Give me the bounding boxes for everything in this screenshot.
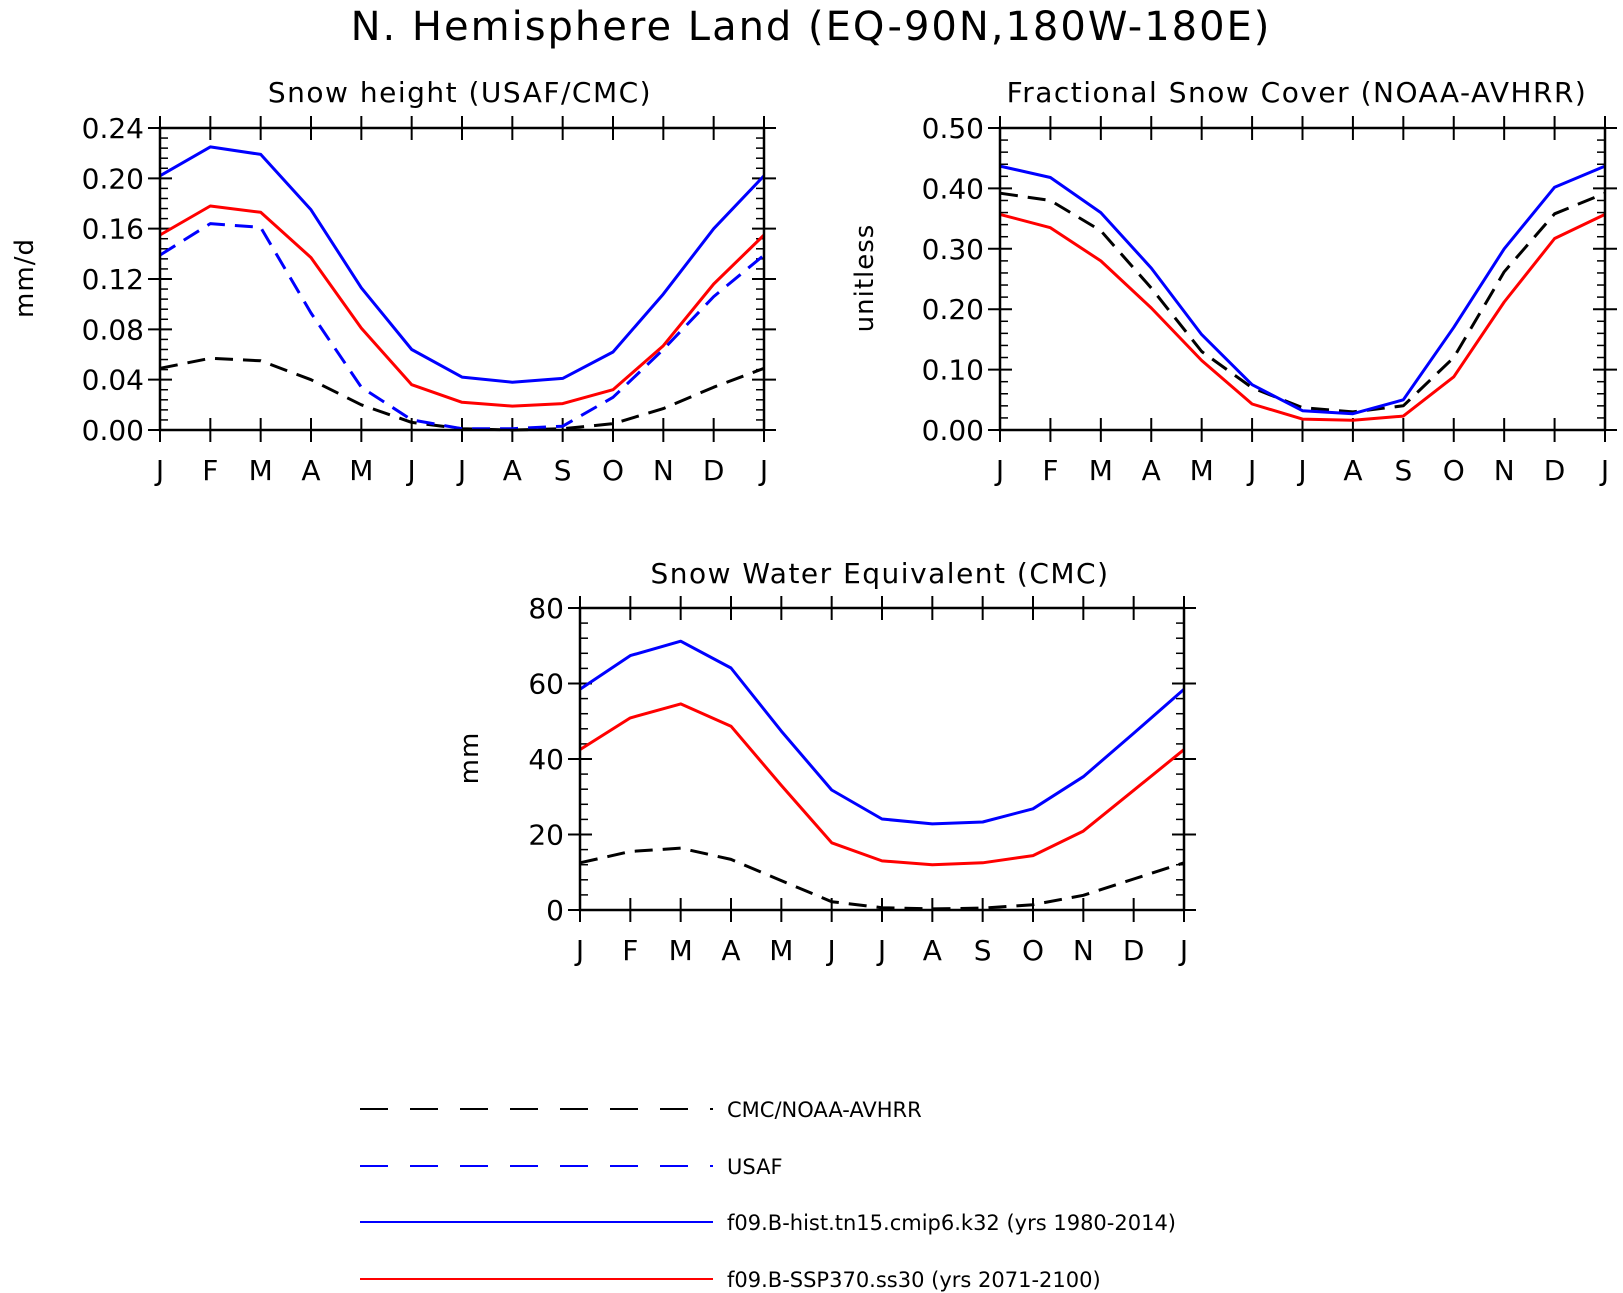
- y-tick-label: 0.40: [922, 172, 984, 205]
- x-tick-label: O: [1022, 934, 1044, 967]
- y-axis-label: unitless: [850, 224, 880, 333]
- y-tick-label: 80: [528, 592, 564, 625]
- y-tick-label: 0.04: [82, 364, 144, 397]
- legend-item: USAF: [360, 1155, 783, 1179]
- y-tick-label: 0.00: [922, 414, 984, 447]
- x-tick-label: D: [1123, 934, 1145, 967]
- fractional-snow-cover-panel: Fractional Snow Cover (NOAA-AVHRR) unitl…: [850, 76, 1617, 487]
- x-tick-label: N: [653, 454, 674, 487]
- y-tick-label: 0.00: [82, 414, 144, 447]
- x-tick-label: A: [1343, 454, 1362, 487]
- x-tick-label: F: [622, 934, 638, 967]
- x-tick-label: A: [1142, 454, 1161, 487]
- legend-item: f09.B-hist.tn15.cmip6.k32 (yrs 1980-2014…: [360, 1211, 1176, 1235]
- x-tick-label: M: [1190, 454, 1214, 487]
- x-tick-label: O: [1443, 454, 1465, 487]
- x-tick-label: M: [669, 934, 693, 967]
- x-tick-label: J: [758, 454, 768, 487]
- y-tick-label: 60: [528, 668, 564, 701]
- figure-title: N. Hemisphere Land (EQ-90N,180W-180E): [351, 4, 1272, 50]
- y-tick-label: 40: [528, 743, 564, 776]
- x-tick-label: O: [602, 454, 624, 487]
- x-tick-label: F: [1042, 454, 1058, 487]
- x-tick-label: J: [456, 454, 466, 487]
- y-tick-label: 0.30: [922, 233, 984, 266]
- series-line: [159, 204, 766, 408]
- x-tick-label: J: [1599, 454, 1609, 487]
- x-tick-label: J: [826, 934, 836, 967]
- x-tick-label: A: [923, 934, 942, 967]
- x-tick-label: A: [301, 454, 320, 487]
- snow-height-panel: Snow height (USAF/CMC) mm/d 0.00 0.04 0.08…: [10, 76, 776, 487]
- legend-item: f09.B-SSP370.ss30 (yrs 2071-2100): [360, 1268, 1101, 1292]
- series-line: [999, 212, 1606, 422]
- x-tick-label: S: [974, 934, 992, 967]
- series-line: [159, 145, 766, 384]
- series-line: [159, 222, 765, 431]
- plot-frame: [158, 126, 766, 432]
- legend-label: f09.B-hist.tn15.cmip6.k32 (yrs 1980-2014…: [727, 1211, 1176, 1235]
- y-tick-label: 0: [546, 894, 564, 927]
- x-tick-label: J: [574, 934, 584, 967]
- series-line: [999, 191, 1606, 414]
- y-tick-label: 20: [528, 819, 564, 852]
- y-tick-label: 0.12: [82, 263, 144, 296]
- series-line: [579, 639, 1185, 826]
- legend-item: CMC/NOAA-AVHRR: [360, 1098, 922, 1122]
- legend-label: f09.B-SSP370.ss30 (yrs 2071-2100): [727, 1268, 1101, 1292]
- x-tick-label: J: [154, 454, 164, 487]
- x-tick-label: M: [349, 454, 373, 487]
- x-tick-label: J: [994, 454, 1004, 487]
- panel-title: Fractional Snow Cover (NOAA-AVHRR): [1007, 76, 1588, 109]
- legend-label: CMC/NOAA-AVHRR: [727, 1098, 922, 1122]
- y-tick-label: 0.20: [82, 162, 144, 195]
- y-tick-label: 0.16: [82, 213, 144, 246]
- y-tick-label: 0.08: [82, 313, 144, 346]
- x-tick-label: M: [769, 934, 793, 967]
- x-tick-label: A: [721, 934, 740, 967]
- panel-title: Snow Water Equivalent (CMC): [650, 557, 1109, 590]
- x-tick-label: J: [406, 454, 416, 487]
- x-tick-label: M: [249, 454, 273, 487]
- x-tick-label: J: [1246, 454, 1256, 487]
- y-axis-label: mm: [455, 732, 485, 785]
- x-tick-label: F: [202, 454, 218, 487]
- x-tick-label: S: [1394, 454, 1412, 487]
- y-tick-label: 0.50: [922, 112, 984, 145]
- snow-water-equivalent-panel: Snow Water Equivalent (CMC) mm 0 20 40 60 80…: [455, 557, 1196, 967]
- x-tick-label: J: [1178, 934, 1188, 967]
- x-tick-label: S: [554, 454, 572, 487]
- plot-frame: [998, 126, 1607, 432]
- legend-label: USAF: [727, 1155, 783, 1179]
- x-tick-label: J: [1296, 454, 1306, 487]
- x-tick-label: J: [876, 934, 886, 967]
- series-line: [999, 164, 1606, 416]
- x-tick-label: N: [1073, 934, 1094, 967]
- x-tick-label: N: [1494, 454, 1515, 487]
- series-line: [579, 846, 1185, 911]
- x-tick-label: M: [1089, 454, 1113, 487]
- y-tick-label: 0.10: [922, 354, 984, 387]
- series-line: [579, 702, 1185, 867]
- plot-frame: [578, 606, 1186, 912]
- x-tick-label: D: [703, 454, 725, 487]
- x-tick-label: A: [503, 454, 522, 487]
- x-tick-label: D: [1544, 454, 1566, 487]
- y-tick-label: 0.24: [82, 112, 144, 145]
- y-tick-label: 0.20: [922, 293, 984, 326]
- y-axis-label: mm/d: [10, 238, 40, 318]
- legend: CMC/NOAA-AVHRR USAF f09.B-hist.tn15.cmip…: [360, 1098, 1176, 1292]
- panel-title: Snow height (USAF/CMC): [268, 76, 652, 109]
